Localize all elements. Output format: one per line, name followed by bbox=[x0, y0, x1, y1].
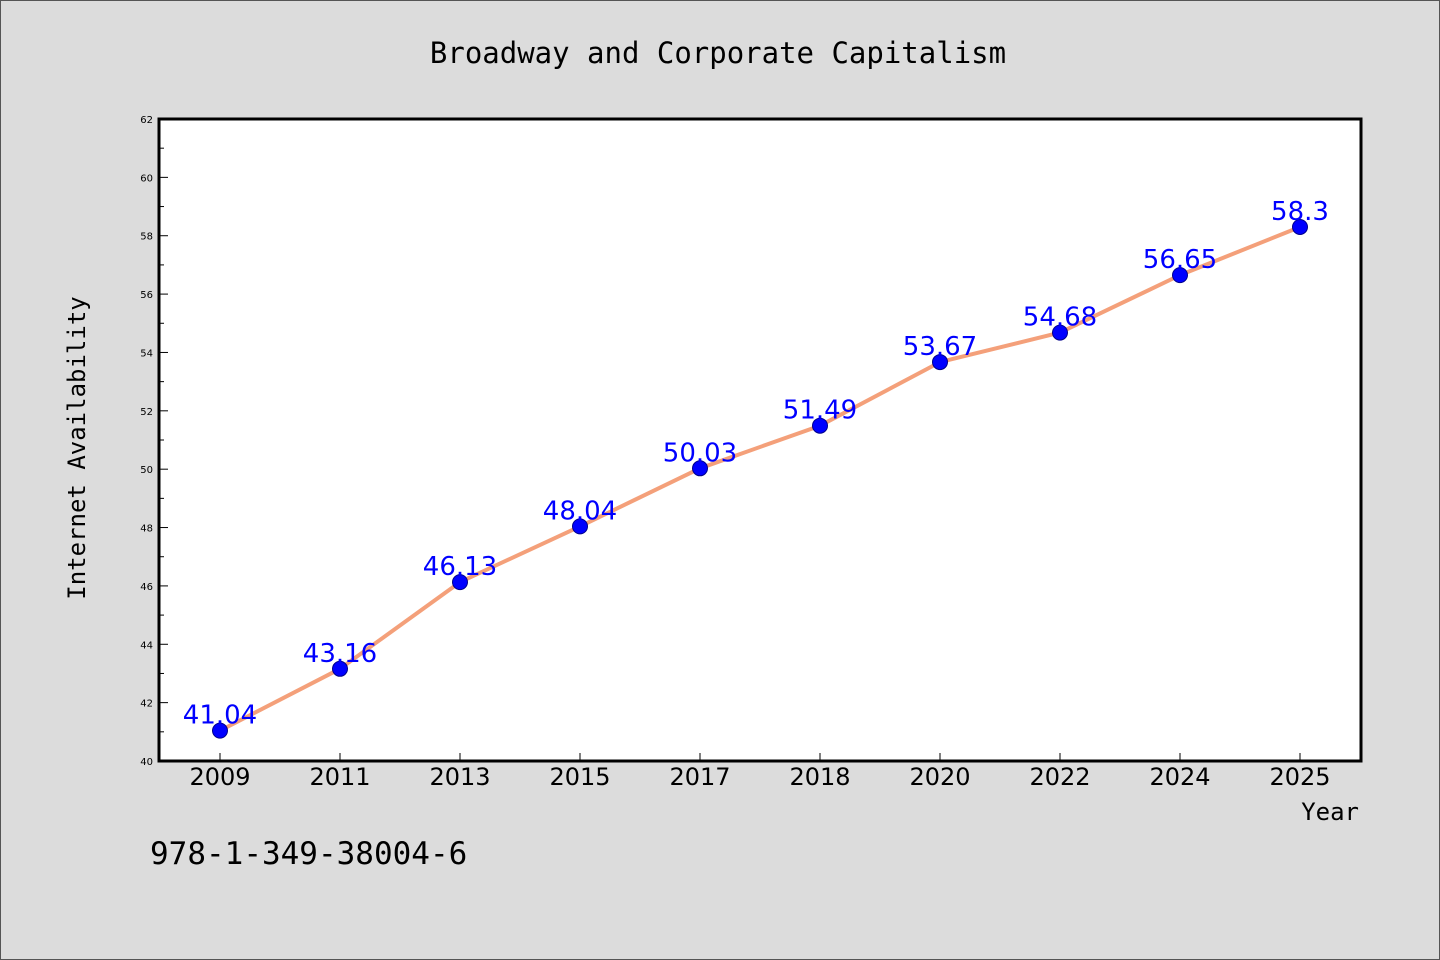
y-tick-label: 48 bbox=[140, 524, 153, 535]
x-axis-label: Year bbox=[1301, 798, 1359, 826]
y-tick-label: 40 bbox=[140, 757, 153, 768]
data-point bbox=[1172, 267, 1188, 284]
data-point bbox=[572, 518, 588, 535]
data-label: 54.68 bbox=[1023, 303, 1097, 333]
y-axis: 40 42 44 46 48 50 52 54 56 58 60 62 bbox=[140, 115, 168, 768]
x-tick-label: 2017 bbox=[669, 763, 730, 791]
y-tick-label: 60 bbox=[140, 173, 153, 184]
data-label: 56.65 bbox=[1143, 245, 1217, 275]
x-tick-label: 2015 bbox=[549, 763, 610, 791]
data-label: 51.49 bbox=[783, 396, 857, 426]
data-labels: 41.04 43.16 46.13 48.04 50.03 51.49 53.67 54.68… bbox=[183, 197, 1329, 731]
x-tick-label: 2018 bbox=[789, 763, 850, 791]
y-tick-label: 50 bbox=[140, 465, 153, 476]
y-tick-label: 58 bbox=[140, 232, 153, 243]
data-point bbox=[1292, 218, 1308, 235]
x-tick-label: 2025 bbox=[1269, 763, 1330, 791]
series-line bbox=[219, 225, 1301, 733]
y-tick-label: 46 bbox=[140, 582, 153, 593]
x-tick-label: 2024 bbox=[1149, 763, 1210, 791]
x-tick-label: 2013 bbox=[429, 763, 490, 791]
data-point bbox=[932, 354, 948, 371]
x-tick-label: 2009 bbox=[189, 763, 250, 791]
data-label: 53.67 bbox=[903, 332, 977, 362]
data-label: 41.04 bbox=[183, 701, 257, 731]
data-point bbox=[812, 417, 828, 434]
data-point bbox=[452, 574, 468, 591]
y-tick-label: 54 bbox=[140, 348, 153, 359]
data-label: 48.04 bbox=[543, 496, 617, 526]
data-label: 58.3 bbox=[1271, 197, 1329, 227]
y-tick-label: 42 bbox=[140, 699, 153, 710]
x-tick-label: 2022 bbox=[1029, 763, 1090, 791]
data-point bbox=[332, 660, 348, 677]
x-axis: 2009 2011 2013 2015 2017 2018 2020 2022 2024 2025 bbox=[189, 753, 1331, 791]
y-tick-label: 56 bbox=[140, 290, 153, 301]
x-tick-label: 2011 bbox=[309, 763, 370, 791]
x-tick-label: 2020 bbox=[909, 763, 970, 791]
y-axis-label: Internet Availability bbox=[63, 296, 91, 599]
data-label: 46.13 bbox=[423, 552, 497, 582]
data-label: 50.03 bbox=[663, 438, 737, 468]
series-markers bbox=[212, 218, 1308, 739]
data-label: 43.16 bbox=[303, 639, 377, 669]
data-point bbox=[1052, 324, 1068, 341]
data-point bbox=[212, 722, 228, 739]
footer-isbn: 978-1-349-38004-6 bbox=[150, 836, 467, 872]
chart-title: Broadway and Corporate Capitalism bbox=[430, 36, 1006, 70]
y-tick-label: 62 bbox=[140, 115, 153, 126]
data-point bbox=[692, 460, 708, 477]
y-tick-label: 44 bbox=[140, 640, 153, 651]
y-tick-label: 52 bbox=[140, 407, 153, 418]
